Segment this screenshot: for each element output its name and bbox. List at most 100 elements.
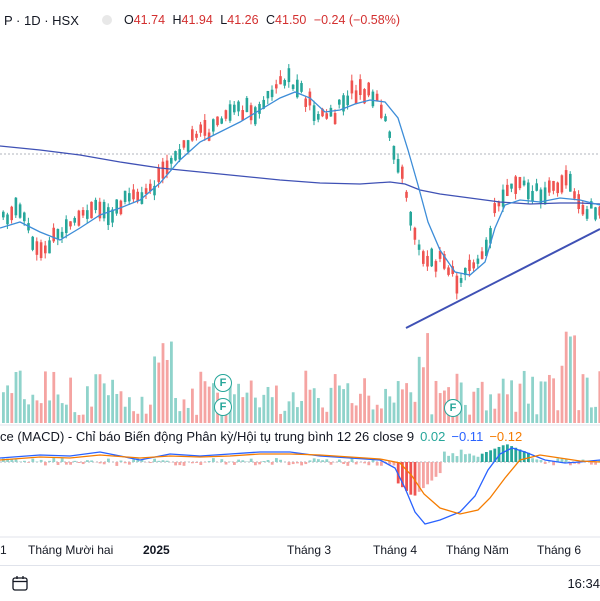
signal-line	[0, 454, 600, 514]
badge-label: F	[450, 402, 457, 414]
candle-body	[115, 199, 118, 213]
candle-body	[195, 134, 198, 138]
clock-time[interactable]: 16:34	[567, 576, 600, 591]
volume-bar	[582, 374, 585, 423]
candle-body	[250, 105, 253, 120]
change-value: −0.24 (−0.58%)	[314, 13, 400, 27]
volume-bar	[300, 401, 303, 423]
price-chart[interactable]	[0, 0, 600, 565]
fundamentals-icon[interactable]: F	[214, 374, 232, 392]
volume-bar	[65, 405, 68, 423]
symbol-label[interactable]: P · 1D · HSX	[4, 13, 79, 28]
volume-bar	[330, 388, 333, 423]
candle-body	[36, 241, 39, 255]
volume-bar	[594, 407, 597, 423]
macd-legend[interactable]: ce (MACD) - Chỉ báo Biến động Phân kỳ/Hộ…	[0, 429, 522, 444]
candle-body	[57, 229, 60, 239]
macd-histogram-bar	[48, 461, 51, 462]
volume-bar	[149, 405, 152, 423]
volume-bar	[477, 388, 480, 423]
candle-body	[418, 244, 421, 249]
candle-body	[204, 120, 207, 136]
macd-histogram-bar	[321, 460, 324, 462]
macd-histogram-bar	[544, 462, 547, 464]
macd-histogram-bar	[78, 462, 81, 463]
candle-body	[447, 267, 450, 274]
volume-bar	[187, 408, 190, 423]
volume-bar	[296, 407, 299, 423]
macd-histogram-bar	[115, 462, 118, 466]
macd-histogram-bar	[162, 460, 165, 462]
macd-line	[0, 448, 600, 524]
x-axis-label: 2025	[143, 543, 170, 557]
macd-histogram-bar	[590, 462, 593, 465]
macd-histogram-bar	[271, 462, 274, 465]
candle-body	[40, 242, 43, 258]
volume-bar	[493, 409, 496, 423]
volume-bar	[535, 414, 538, 423]
candle-body	[69, 221, 72, 226]
volume-bar	[111, 380, 114, 423]
volume-bar	[468, 415, 471, 423]
candle-body	[241, 110, 244, 120]
candle-body	[384, 116, 387, 121]
volume-bar	[321, 407, 324, 423]
candle-body	[317, 114, 320, 120]
macd-histogram-bar	[342, 462, 345, 464]
x-axis-label: Tháng Năm	[446, 543, 509, 557]
candle-body	[162, 162, 165, 179]
volume-bar	[405, 383, 408, 423]
candle-body	[405, 192, 408, 198]
candle-body	[23, 213, 26, 222]
macd-histogram-bar	[69, 462, 72, 465]
macd-histogram-bar	[199, 462, 202, 465]
volume-bar	[262, 395, 265, 423]
macd-histogram-bar	[258, 462, 261, 464]
volume-bar	[2, 392, 5, 423]
macd-value: −0.11	[451, 429, 483, 444]
candle-body	[246, 98, 249, 112]
candle-body	[460, 278, 463, 283]
candle-body	[220, 118, 223, 123]
macd-histogram-bar	[225, 462, 228, 465]
calendar-range-icon[interactable]	[12, 575, 28, 591]
candle-body	[535, 183, 538, 190]
macd-title: ce (MACD) - Chỉ báo Biến động Phân kỳ/Hộ…	[0, 429, 414, 444]
volume-bar	[464, 405, 467, 423]
macd-histogram-bar	[535, 459, 538, 462]
fundamentals-icon[interactable]: F	[444, 399, 462, 417]
macd-histogram-bar	[149, 462, 152, 463]
macd-histogram-bar	[124, 462, 127, 463]
fundamentals-icon[interactable]: F	[214, 398, 232, 416]
close-label: C	[266, 13, 275, 27]
macd-histogram-bar	[351, 458, 354, 462]
macd-histogram-bar	[157, 461, 160, 462]
candle-body	[296, 80, 299, 98]
volume-bar	[435, 381, 438, 423]
volume-bar	[204, 381, 207, 423]
volume-bar	[573, 335, 576, 423]
macd-histogram-bar	[153, 459, 156, 462]
macd-histogram-bar	[31, 459, 34, 462]
macd-histogram-bar	[73, 461, 76, 462]
trend-line	[406, 229, 600, 328]
volume-bar	[157, 363, 160, 423]
candle-body	[556, 183, 559, 194]
volume-bar	[569, 337, 572, 423]
open-label: O	[124, 13, 134, 27]
macd-histogram-bar	[464, 454, 467, 462]
volume-bar	[48, 400, 51, 423]
candle-body	[409, 212, 412, 226]
volume-bar	[498, 393, 501, 423]
candle-body	[414, 228, 417, 240]
macd-histogram-bar	[241, 460, 244, 462]
macd-histogram-bar	[107, 459, 110, 462]
volume-bar	[355, 405, 358, 423]
volume-bar	[174, 398, 177, 423]
volume-bar	[430, 414, 433, 423]
volume-bar	[57, 394, 60, 423]
candle-body	[44, 246, 47, 254]
volume-bar	[506, 394, 509, 423]
volume-bar	[414, 402, 417, 423]
volume-bar	[162, 343, 165, 423]
